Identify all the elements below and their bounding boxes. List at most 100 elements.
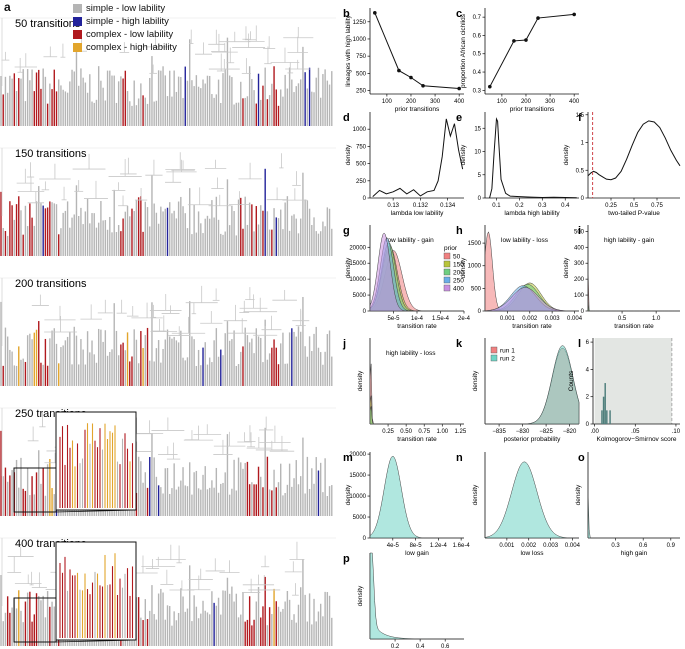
x-axis-label: posterior probability — [504, 436, 561, 443]
panel-letter: k — [456, 338, 463, 350]
x-tick-label: 0.4 — [561, 203, 570, 209]
y-tick-label: 6 — [586, 340, 590, 346]
y-tick-label: 0 — [586, 422, 590, 428]
panel-letter: h — [456, 225, 463, 237]
panel-c: c 100 200 300 400 0.3 0.4 0.5 0.6 0.7 prior transi… — [456, 8, 580, 113]
panel-a-letter: a — [4, 0, 11, 14]
legend-label: simple - high lability — [86, 16, 169, 27]
x-axis-label: high gain — [621, 550, 648, 557]
x-axis-label: transition rate — [614, 323, 654, 330]
x-tick-label: 8e-5 — [410, 543, 423, 549]
panel-i: i 0.5 1.0 0 100 200 300 400 500 transition rate de… — [563, 225, 680, 330]
y-tick-label: 0.6 — [473, 33, 482, 39]
x-tick-label: 5e-5 — [387, 316, 400, 322]
y-tick-label: 0 — [478, 196, 482, 202]
x-tick-label: −820 — [563, 429, 577, 435]
y-tick-label: 300 — [574, 261, 585, 267]
y-axis-label: density — [460, 257, 467, 278]
y-tick-label: 0.4 — [473, 70, 482, 76]
legend-label: complex - high lability — [86, 42, 177, 53]
x-tick-label: 0.25 — [382, 429, 394, 435]
y-tick-label: 0.7 — [473, 15, 482, 21]
panel-letter: l — [578, 338, 581, 350]
panel-letter: i — [578, 225, 581, 237]
zoom-connector — [55, 509, 137, 513]
series-line — [374, 12, 460, 89]
x-axis-label: lambda high lability — [504, 210, 560, 217]
x-tick-label: 300 — [545, 99, 556, 105]
x-tick-label: 4e-5 — [387, 543, 400, 549]
x-tick-label: 0.75 — [418, 429, 430, 435]
axes: 0.13 0.132 0.134 0 250 500 750 1000 — [353, 112, 464, 209]
y-tick-label: 0 — [581, 309, 585, 315]
panel-letter: p — [343, 553, 350, 565]
panel-g: g 5e-5 1e-4 1.5e-4 2e-4 0 5000 10000 15000 20000 t… — [343, 225, 471, 330]
legend-item: simple - high lability — [73, 15, 177, 28]
legend-label: simple - low lability — [86, 3, 166, 14]
density-series — [587, 488, 680, 539]
tree-row: 250 transitions — [0, 407, 336, 516]
x-tick-label: 0.25 — [605, 203, 617, 209]
histogram-bar — [606, 410, 608, 424]
x-tick-label: 400 — [454, 99, 465, 105]
y-tick-label: 200 — [574, 277, 585, 283]
x-tick-label: 0.4 — [416, 644, 425, 649]
x-axis-label: transition rate — [397, 323, 437, 330]
density-50 — [587, 264, 680, 312]
x-tick-label: 0.001 — [499, 543, 515, 549]
data-point — [572, 12, 576, 17]
legend-swatch — [443, 284, 451, 292]
legend-label: complex - low lability — [86, 29, 174, 40]
x-tick-label: 0.2 — [515, 203, 524, 209]
y-tick-label: 15000 — [349, 473, 366, 479]
tree-row: 400 transitions — [0, 537, 336, 646]
tree-row-label: 50 transitions — [15, 18, 81, 30]
panel-a-legend: simple - low lability simple - high labi… — [73, 2, 177, 54]
y-tick-label: 500 — [356, 162, 367, 168]
axes: 5e-5 1e-4 1.5e-4 2e-4 0 5000 10000 15000 20000 — [349, 225, 471, 322]
x-tick-label: 0.004 — [565, 543, 581, 549]
data-point — [373, 11, 377, 15]
legend-label: 200 — [453, 270, 464, 277]
panel-h: h0.001 0.002 0.003 0.004050010001500transit… — [456, 225, 583, 330]
histogram-bar — [602, 396, 605, 424]
x-axis-label: transition rate — [397, 436, 437, 443]
y-tick-label: 500 — [356, 71, 367, 77]
x-tick-label: .00 — [590, 429, 599, 435]
y-tick-label: 5 — [478, 173, 482, 179]
panel-letter: b — [343, 8, 350, 20]
x-tick-label: 1.2e-4 — [430, 543, 448, 549]
axes: 0.25 0.5 0.75 0 0.5 1 1.5 — [576, 112, 680, 209]
panel-e: e 0.1 0.2 0.3 0.4 0 5 10 15 lambda high lability d… — [456, 112, 579, 217]
x-axis-label: lambda low lability — [391, 210, 444, 217]
y-tick-label: 400 — [574, 245, 585, 251]
tree-row: 50 transitions — [0, 17, 336, 126]
series-line — [489, 13, 575, 87]
legend-label: 250 — [453, 278, 464, 285]
y-tick-label: 1000 — [468, 264, 482, 270]
panel-f: f 0.25 0.5 0.75 0 0.5 1 1.5 two-tailed P-value de… — [563, 112, 681, 217]
legend-swatch — [490, 354, 498, 362]
x-tick-label: 0.75 — [651, 203, 663, 209]
data-point — [457, 86, 461, 91]
y-tick-label: 5000 — [353, 293, 367, 299]
density-200 — [369, 406, 464, 425]
density-400 — [484, 287, 580, 312]
density-150 — [587, 302, 680, 312]
x-tick-label: 0.13 — [387, 203, 399, 209]
panel-letter: m — [343, 452, 353, 464]
panel-l: l .00 .05 .10 0 2 4 6 Kolmogorov−Smirnov score Co… — [568, 338, 681, 443]
panel-m: m 4e-5 8e-5 1.2e-4 1.6e-4 0 5000 10000 15000 2000… — [343, 452, 470, 557]
x-tick-label: 0.004 — [567, 316, 583, 322]
panel-b: b 100 200 300 400 250 500 750 1000 1250 prior tran… — [343, 8, 465, 113]
x-tick-label: 100 — [382, 99, 393, 105]
shaded-region — [594, 338, 672, 424]
y-tick-label: 0.5 — [473, 52, 482, 58]
panel-title: low lability - loss — [501, 237, 549, 244]
panel-n: n 0.001 0.002 0.003 0.004 low loss density — [456, 452, 581, 557]
legend-title: prior — [444, 245, 458, 252]
y-tick-label: 500 — [574, 229, 585, 235]
x-tick-label: 1.25 — [455, 429, 467, 435]
